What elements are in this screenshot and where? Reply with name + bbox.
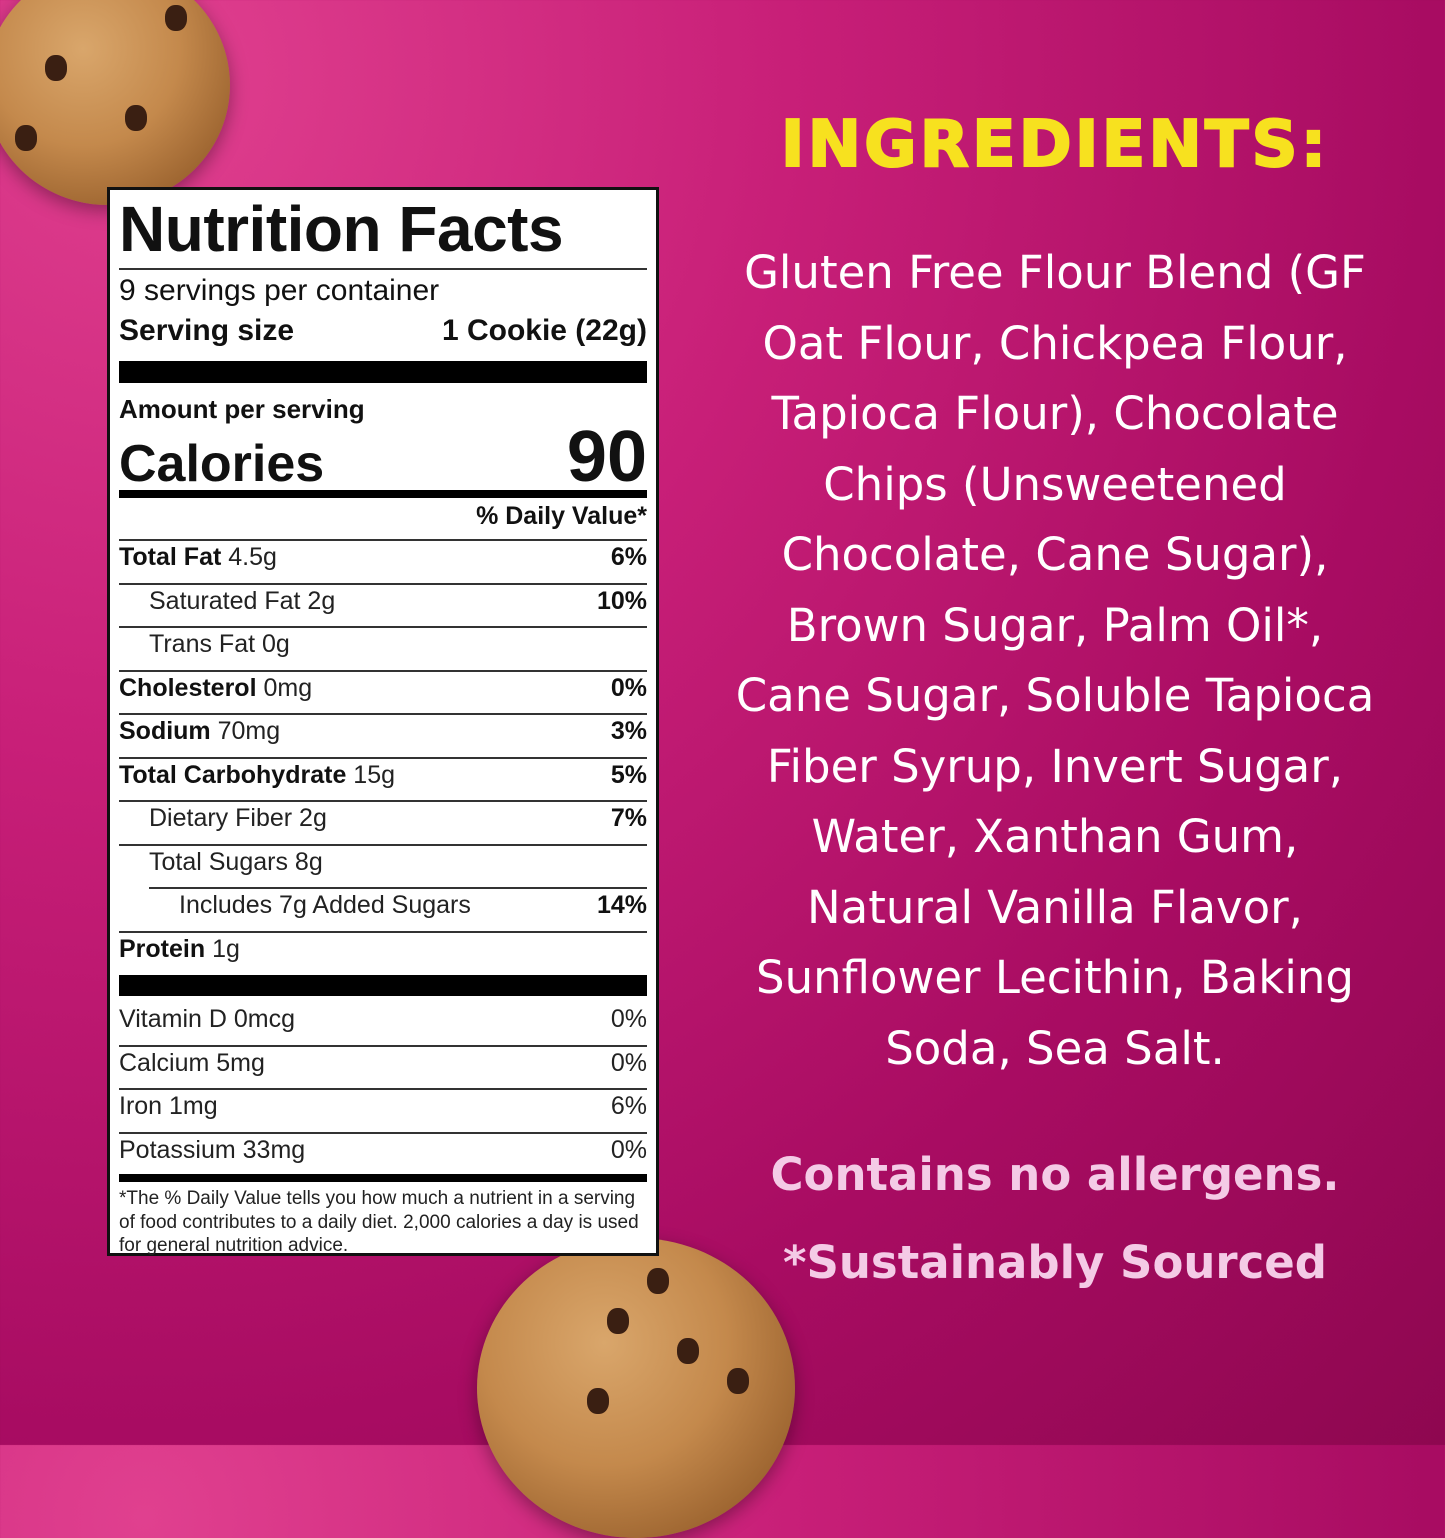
serving-size: Serving size 1 Cookie (22g) [119,314,647,347]
nutrient-row: Trans Fat 0g [149,630,290,658]
ingredients-title: INGREDIENTS: [780,107,1330,183]
ingredient-line: Tapioca Flour), Chocolate [771,387,1339,440]
vitamin-row: Potassium 33mg 0% [119,1135,647,1164]
nutrient-row: Sodium 70mg 3% [119,717,647,745]
nutrient-row: Total Fat 4.5g 6% [119,543,647,571]
vitamin-row: Iron 1mg 6% [119,1092,647,1120]
daily-value-header: % Daily Value* [476,502,647,530]
ingredient-line: Natural Vanilla Flavor, [807,880,1303,934]
ingredient-line: Oat Flour, Chickpea Flour, [762,316,1348,370]
calories: Calories 90 [119,417,647,497]
ingredients-panel: INGREDIENTS: Gluten Free Flour Blend (GF… [700,0,1410,1445]
vitamin-row: Calcium 5mg 0% [119,1048,647,1077]
ingredient-line: Water, Xanthan Gum, [811,810,1299,863]
ingredient-line: Fiber Syrup, Invert Sugar, [766,739,1344,793]
nutrition-title: Nutrition Facts [119,193,564,265]
nutrient-row: Saturated Fat 2g 10% [149,586,647,615]
ingredient-line: Gluten Free Flour Blend (GF [744,246,1366,299]
vitamin-row: Vitamin D 0mcg 0% [119,1005,647,1033]
ingredient-line: Chocolate, Cane Sugar), [781,528,1329,581]
servings-per-container: 9 servings per container [119,274,440,307]
ingredient-line: Cane Sugar, Soluble Tapioca [735,669,1375,722]
nutrient-row: Cholesterol 0mg 0% [119,673,647,702]
allergens-note: Contains no allergens. [770,1148,1340,1201]
footnote: *The % Daily Value tells you how much a … [119,1188,639,1256]
nutrient-row: Includes 7g Added Sugars 14% [179,891,647,919]
amount-per-serving: Amount per serving [119,394,365,424]
nutrient-row: Protein 1g [119,934,240,963]
ingredient-line: Brown Sugar, Palm Oil*, [786,598,1324,652]
nutrient-row: Total Sugars 8g [149,847,323,876]
cookie-image-top [0,0,230,205]
sourcing-note: *Sustainably Sourced [782,1236,1328,1289]
nutrient-row: Dietary Fiber 2g 7% [149,804,647,832]
nutrition-facts-label: Nutrition Facts 9 servings per container… [107,187,659,1256]
ingredient-line: Sunflower Lecithin, Baking [756,951,1354,1004]
nutrient-row: Total Carbohydrate 15g 5% [119,760,647,789]
ingredient-line: Soda, Sea Salt. [885,1021,1225,1075]
ingredient-line: Chips (Unsweetened [823,457,1287,511]
